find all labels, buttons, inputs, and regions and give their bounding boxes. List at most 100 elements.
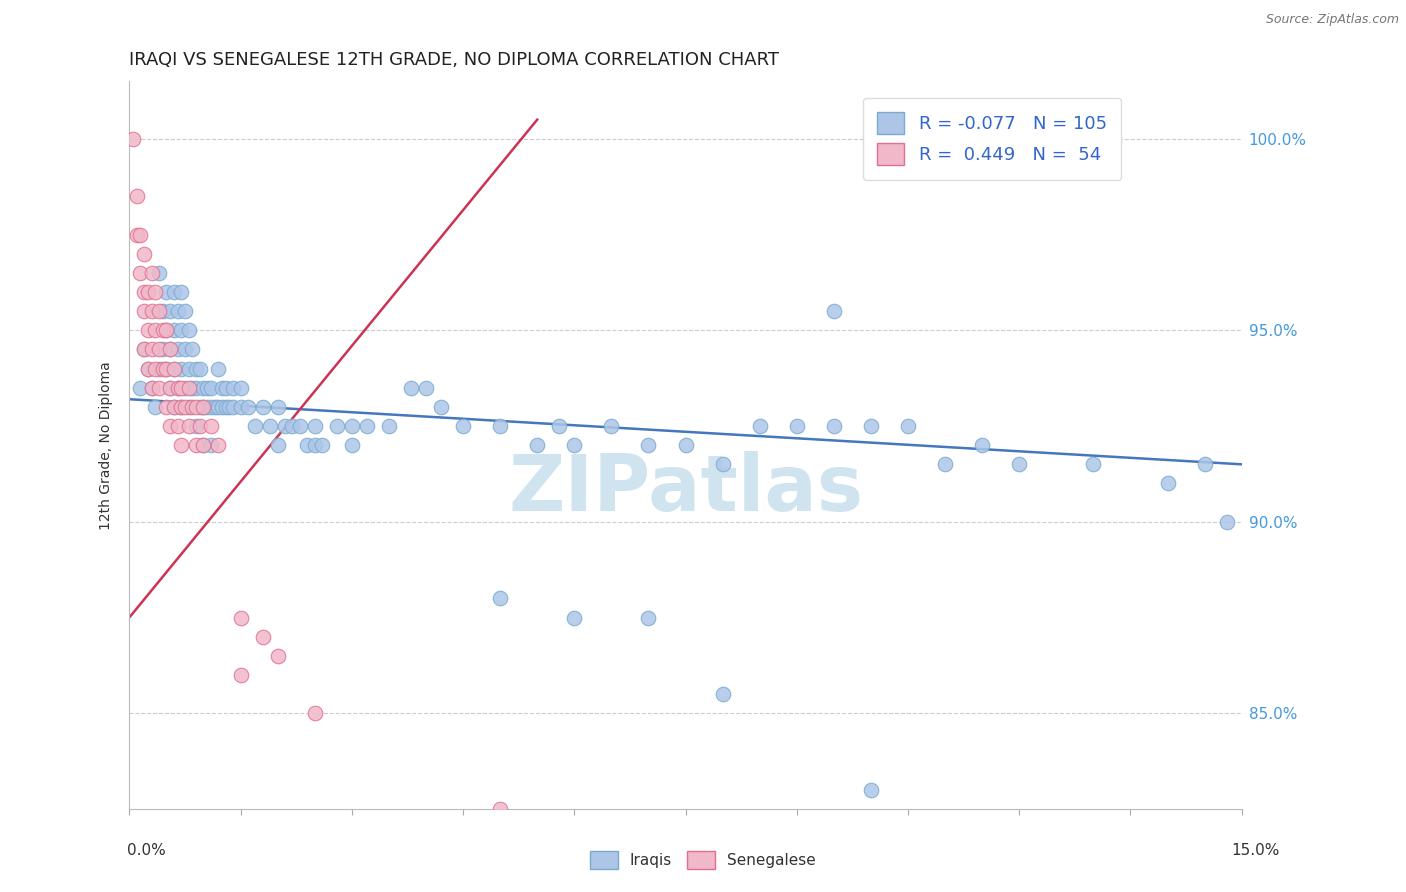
Point (548, 419, 571, 434)
Point (163, 323, 186, 337)
Point (711, 458, 734, 472)
Point (415, 381, 437, 395)
Point (134, 246, 156, 260)
Point (288, 419, 311, 434)
Point (304, 419, 326, 434)
Point (155, 361, 177, 376)
Point (823, 419, 845, 434)
Point (181, 343, 204, 357)
Point (170, 285, 193, 299)
Y-axis label: 12th Grade, No Diploma: 12th Grade, No Diploma (100, 360, 114, 530)
Point (159, 419, 181, 434)
Point (170, 438, 193, 452)
Point (170, 381, 193, 395)
Point (859, 782, 882, 797)
Point (188, 361, 211, 376)
Point (229, 668, 252, 682)
Point (152, 343, 174, 357)
Point (823, 304, 845, 318)
Point (159, 343, 181, 357)
Point (136, 285, 159, 299)
Point (125, 227, 148, 242)
Legend: Iraqis, Senegalese: Iraqis, Senegalese (583, 845, 823, 875)
Point (207, 361, 229, 376)
Point (163, 361, 186, 376)
Point (326, 419, 349, 434)
Point (129, 227, 152, 242)
Point (122, 132, 145, 146)
Point (155, 285, 177, 299)
Point (148, 343, 170, 357)
Point (934, 458, 956, 472)
Point (207, 400, 229, 414)
Legend: R = -0.077   N = 105, R =  0.449   N =  54: R = -0.077 N = 105, R = 0.449 N = 54 (863, 97, 1122, 179)
Point (174, 400, 197, 414)
Point (143, 400, 166, 414)
Point (193, 400, 215, 414)
Point (143, 323, 166, 337)
Point (155, 323, 177, 337)
Point (252, 400, 274, 414)
Text: 0.0%: 0.0% (127, 843, 166, 858)
Point (786, 419, 808, 434)
Point (193, 381, 215, 395)
Point (211, 381, 233, 395)
Point (159, 343, 181, 357)
Point (266, 400, 288, 414)
Point (399, 381, 422, 395)
Point (562, 438, 585, 452)
Point (489, 802, 512, 816)
Point (134, 304, 156, 318)
Point (170, 361, 193, 376)
Point (229, 381, 252, 395)
Point (489, 591, 512, 606)
Point (177, 323, 200, 337)
Point (526, 438, 548, 452)
Point (204, 400, 226, 414)
Point (600, 419, 623, 434)
Point (1194, 458, 1216, 472)
Point (1216, 515, 1239, 529)
Point (562, 610, 585, 624)
Point (170, 400, 193, 414)
Point (897, 419, 920, 434)
Text: ZIPatlas: ZIPatlas (508, 450, 863, 527)
Point (236, 400, 259, 414)
Point (304, 438, 326, 452)
Point (141, 343, 163, 357)
Point (297, 438, 319, 452)
Point (141, 381, 163, 395)
Point (174, 304, 197, 318)
Point (163, 361, 186, 376)
Point (184, 381, 207, 395)
Point (163, 400, 186, 414)
Point (274, 419, 297, 434)
Text: Source: ZipAtlas.com: Source: ZipAtlas.com (1265, 13, 1399, 27)
Point (125, 189, 148, 203)
Point (489, 419, 512, 434)
Point (152, 361, 174, 376)
Point (675, 438, 697, 452)
Point (218, 400, 240, 414)
Point (1008, 458, 1031, 472)
Point (170, 400, 193, 414)
Point (637, 438, 659, 452)
Point (148, 381, 170, 395)
Point (193, 400, 215, 414)
Point (281, 419, 304, 434)
Point (252, 630, 274, 644)
Point (266, 438, 288, 452)
Point (174, 343, 197, 357)
Point (207, 438, 229, 452)
Point (215, 381, 238, 395)
Point (143, 285, 166, 299)
Point (143, 361, 166, 376)
Point (304, 706, 326, 721)
Point (200, 438, 222, 452)
Point (340, 438, 363, 452)
Point (195, 381, 218, 395)
Point (174, 381, 197, 395)
Point (222, 381, 245, 395)
Point (266, 648, 288, 663)
Point (163, 400, 186, 414)
